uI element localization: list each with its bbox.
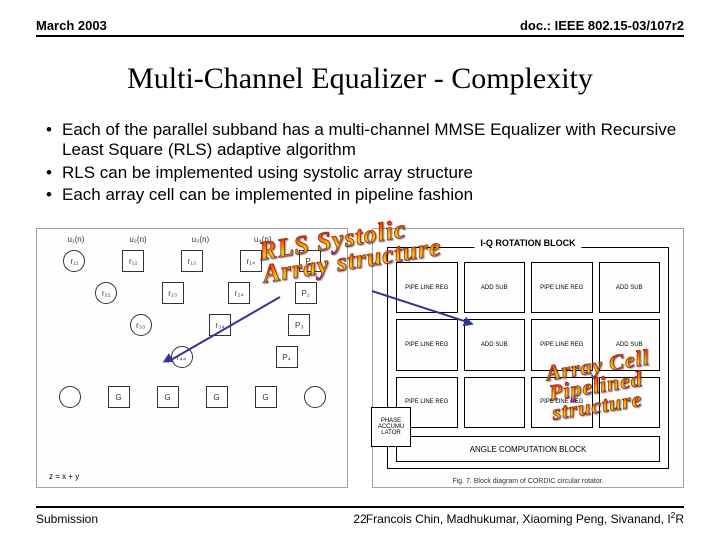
array-node: r₁₂ (122, 250, 144, 272)
pipe-cell: PIPE LINE REG (396, 319, 458, 370)
bullet-item: • RLS can be implemented using systolic … (36, 163, 684, 183)
footer-left: Submission (36, 512, 98, 526)
bottom-node: G (108, 386, 130, 408)
node-row: r₃₃ r₃₄ P₃ (45, 314, 339, 336)
bullet-text: Each array cell can be implemented in pi… (62, 185, 473, 205)
pipe-cell: PIPE LINE REG (531, 262, 593, 313)
bullet-text: Each of the parallel subband has a multi… (62, 120, 684, 161)
footer-page-number: 22 (353, 512, 366, 526)
bullet-item: • Each of the parallel subband has a mul… (36, 120, 684, 161)
slide-header: March 2003 doc.: IEEE 802.15-03/107r2 (36, 18, 684, 37)
pipe-cell: PIPE LINE REG (396, 262, 458, 313)
array-node: r₂₄ (228, 282, 250, 304)
bottom-node (304, 386, 326, 408)
bullet-item: • Each array cell can be implemented in … (36, 185, 684, 205)
node-row: r₄₄ P₄ (45, 346, 339, 368)
node-row: r₂₂ r₂₃ r₂₄ P₂ (45, 282, 339, 304)
array-node: r₂₂ (95, 282, 117, 304)
bottom-row: G G G G (45, 386, 339, 408)
array-node: r₃₃ (130, 314, 152, 336)
pipe-cell: ADD SUB (464, 262, 526, 313)
bottom-node: G (206, 386, 228, 408)
pipe-cell: ADD SUB (599, 262, 661, 313)
array-node: r₁₃ (181, 250, 203, 272)
array-node: r₁₁ (63, 250, 85, 272)
array-node: P₂ (295, 282, 317, 304)
slide-footer: Submission 22 Francois Chin, Madhukumar,… (36, 506, 684, 526)
figure-caption: Fig. 7. Block diagram of CORDIC circular… (373, 478, 683, 485)
bottom-node: G (255, 386, 277, 408)
bullet-marker: • (36, 185, 62, 205)
array-node: r₁₄ (240, 250, 262, 272)
u-label: u₂(n) (129, 235, 146, 244)
header-doc-ref: doc.: IEEE 802.15-03/107r2 (520, 18, 684, 33)
bullet-text: RLS can be implemented using systolic ar… (62, 163, 473, 183)
array-node: r₂₃ (162, 282, 184, 304)
footer-authors: Francois Chin, Madhukumar, Xiaoming Peng… (366, 510, 684, 526)
u-label: u₁(n) (67, 235, 84, 244)
pipe-cell (464, 377, 526, 428)
array-node: P₃ (288, 314, 310, 336)
slide-title: Multi-Channel Equalizer - Complexity (0, 62, 720, 96)
array-node: P₄ (276, 346, 298, 368)
phase-block: PHASE ACCUMU LATOR (371, 407, 411, 447)
bullet-marker: • (36, 120, 62, 140)
angle-block: ANGLE COMPUTATION BLOCK (396, 436, 660, 462)
bottom-node (59, 386, 81, 408)
u-label: u₃(n) (192, 235, 209, 244)
header-date: March 2003 (36, 18, 107, 33)
bullet-marker: • (36, 163, 62, 183)
bullet-list: • Each of the parallel subband has a mul… (36, 120, 684, 208)
eq-label: z = x + y (49, 472, 79, 481)
bottom-node: G (157, 386, 179, 408)
block-title: I-Q ROTATION BLOCK (474, 238, 581, 248)
